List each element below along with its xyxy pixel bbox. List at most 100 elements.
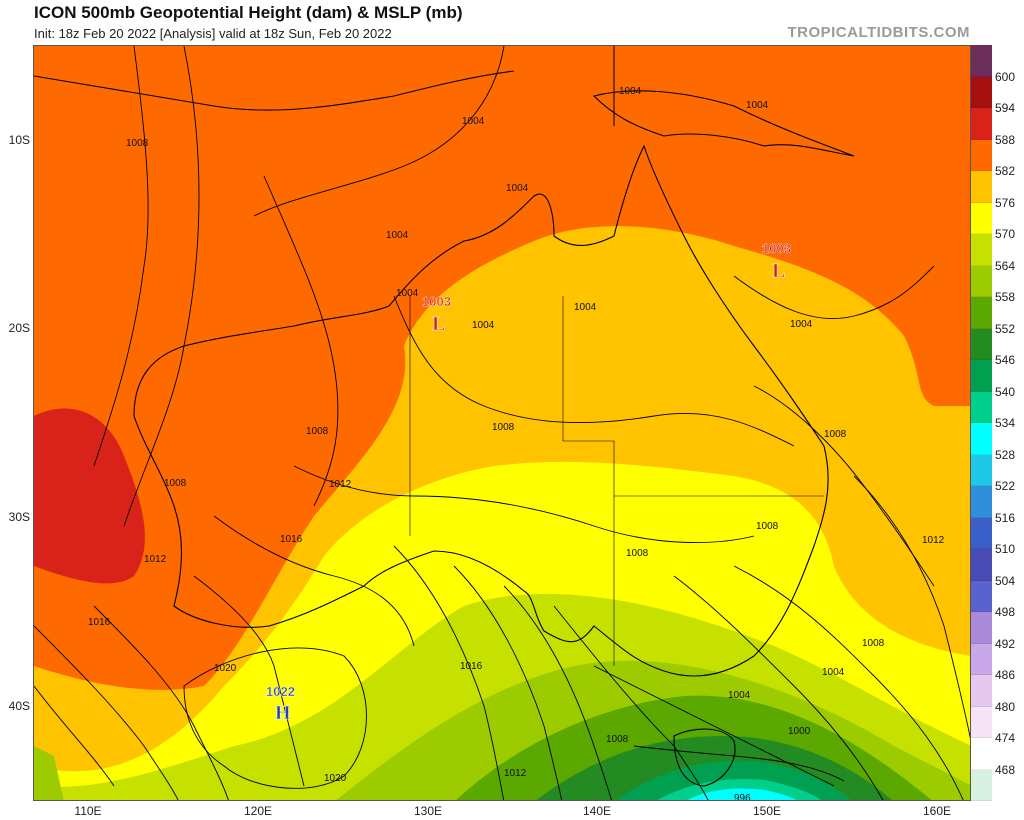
isobar-label: 1012 <box>329 479 352 490</box>
brand-watermark: TROPICALTIDBITS.COM <box>787 24 970 41</box>
isobar-label: 1016 <box>460 661 483 672</box>
colorbar-swatch <box>971 234 992 266</box>
png-coastline <box>592 90 855 157</box>
isobar-label: 1008 <box>164 478 187 489</box>
isobar-label: 1004 <box>822 667 845 678</box>
colorbar-swatch <box>971 423 992 455</box>
colorbar-label: 582 <box>995 164 1016 178</box>
low-center-letter: L <box>432 313 445 335</box>
isobar-label: 996 <box>734 793 751 801</box>
colorbar-label: 600 <box>995 69 1016 84</box>
low-center-north-east: 1003 L <box>762 241 791 282</box>
isobar-label: 1000 <box>788 726 811 737</box>
high-center: 1022 H <box>266 684 295 724</box>
isobar-label: 1020 <box>324 773 347 784</box>
colorbar-label: 480 <box>995 699 1016 714</box>
indonesia-coastline <box>34 70 515 111</box>
isobar-label: 1008 <box>606 734 629 745</box>
border-sa-qld <box>563 440 824 497</box>
high-center-value: 1022 <box>266 684 295 699</box>
isobar-label: 1004 <box>506 183 529 194</box>
isobar-label: 1008 <box>492 422 515 433</box>
isobar-label: 1016 <box>280 534 303 545</box>
band-588 <box>34 408 145 584</box>
colorbar-legend: 600 594 588 582 576 570 564 558 552 546 540 534 528 5… <box>971 45 1024 801</box>
colorbar-swatch <box>971 738 992 770</box>
colorbar-label: 528 <box>995 447 1016 462</box>
colorbar-swatch <box>971 675 992 707</box>
colorbar-label: 522 <box>995 479 1016 493</box>
lon-label-140e: 140E <box>582 804 612 818</box>
colorbar-swatch <box>971 171 992 203</box>
isobar-label: 1008 <box>824 429 847 440</box>
isobar-label: 1004 <box>472 320 495 331</box>
colorbar-swatch <box>971 454 992 486</box>
colorbar-label: 576 <box>995 195 1016 210</box>
colorbar-label: 468 <box>995 762 1016 777</box>
colorbar-swatch <box>971 108 992 140</box>
isobar-label: 1004 <box>790 319 813 330</box>
colorbar-label: 510 <box>995 542 1016 556</box>
lon-label-160e: 160E <box>922 804 952 818</box>
band-green-west <box>34 746 64 800</box>
isobar-label: 1012 <box>504 768 527 779</box>
colorbar-label: 594 <box>995 101 1016 115</box>
chart-title: ICON 500mb Geopotential Height (dam) & M… <box>34 3 463 22</box>
isobar-label: 1004 <box>396 288 419 299</box>
lat-label-10s: 10S <box>8 133 30 147</box>
low-center-value: 1003 <box>422 294 451 309</box>
colorbar-swatch <box>971 76 992 108</box>
isobar-label: 1008 <box>756 521 779 532</box>
colorbar-label: 546 <box>995 353 1016 367</box>
isobar-label: 1004 <box>619 86 642 97</box>
colorbar-swatch <box>971 580 992 612</box>
australia-coastline <box>133 144 829 677</box>
isobar-label-group: 1004 1004 1004 1004 1004 1004 1004 1004 … <box>88 86 945 801</box>
isobar-label: 1016 <box>88 617 111 628</box>
colorbar-label: 504 <box>995 573 1016 588</box>
colorbar-swatch <box>971 517 992 549</box>
colorbar-label: 564 <box>995 258 1016 273</box>
low-center-north-west: 1003 L <box>422 294 451 335</box>
colorbar-swatch <box>971 706 992 738</box>
isobar-label: 1008 <box>306 426 329 437</box>
isobar-label: 1008 <box>862 638 885 649</box>
chart-subtitle: Init: 18z Feb 20 2022 [Analysis] valid a… <box>34 26 392 41</box>
isobar-label: 1004 <box>462 116 485 127</box>
colorbar-label: 516 <box>995 510 1016 525</box>
colorbar-swatch <box>971 328 992 360</box>
lon-label-150e: 150E <box>752 804 782 818</box>
colorbar-label: 492 <box>995 636 1016 651</box>
colorbar-swatch <box>971 265 992 297</box>
lat-label-30s: 30S <box>8 510 30 524</box>
isobar-label: 1004 <box>574 302 597 313</box>
colorbar-label: 558 <box>995 290 1016 304</box>
colorbar-label: 552 <box>995 321 1016 336</box>
high-center-letter: H <box>275 702 291 724</box>
colorbar-swatch <box>971 45 992 77</box>
lon-label-110e: 110E <box>74 804 102 818</box>
band-528 <box>687 788 796 800</box>
colorbar-swatch <box>971 769 992 801</box>
colorbar-label: 570 <box>995 227 1016 241</box>
colorbar-label: 474 <box>995 731 1016 745</box>
colorbar-swatch <box>971 202 992 234</box>
isobar-label: 1012 <box>922 535 945 546</box>
colorbar-label: 498 <box>995 605 1016 619</box>
colorbar-label: 588 <box>995 132 1016 147</box>
coastlines <box>34 46 855 787</box>
colorbar-label: 486 <box>995 668 1016 682</box>
weather-map: 1004 1004 1004 1004 1004 1004 1004 1004 … <box>33 45 971 801</box>
isobar-label: 1004 <box>728 690 751 701</box>
colorbar-label: 534 <box>995 416 1016 430</box>
colorbar-swatch <box>971 549 992 581</box>
colorbar-swatch <box>971 360 992 392</box>
colorbar-swatch <box>971 391 992 423</box>
colorbar-swatch <box>971 643 992 675</box>
lat-label-40s: 40S <box>8 699 30 713</box>
lat-label-20s: 20S <box>8 321 30 335</box>
lon-label-130e: 130E <box>413 804 443 818</box>
low-center-letter: L <box>772 260 785 282</box>
colorbar-swatch <box>971 297 992 329</box>
isobar-label: 1004 <box>746 100 769 111</box>
